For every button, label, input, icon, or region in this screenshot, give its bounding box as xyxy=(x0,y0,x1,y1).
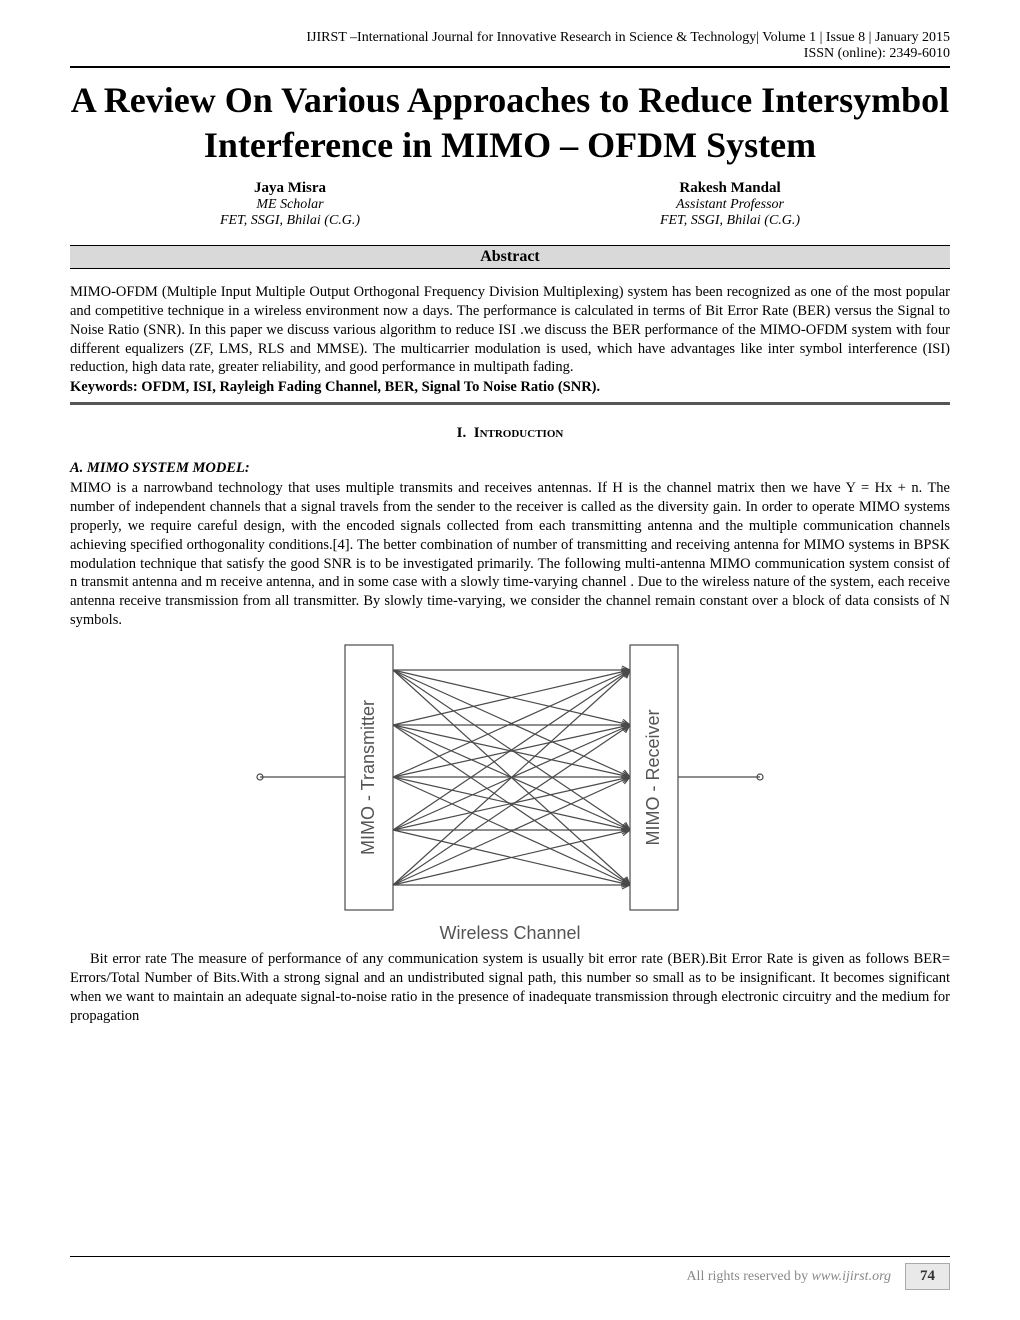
authors-row: Jaya Misra ME Scholar FET, SSGI, Bhilai … xyxy=(70,180,950,229)
abstract-text: MIMO-OFDM (Multiple Input Multiple Outpu… xyxy=(70,283,950,377)
mimo-figure: MIMO - Transmitter MIMO - Receiver Wirele… xyxy=(70,640,950,944)
subsection-a-label: A. MIMO SYSTEM MODEL: xyxy=(70,460,950,477)
page-number: 74 xyxy=(905,1263,950,1290)
header-rule xyxy=(70,66,950,68)
page-footer: All rights reserved by www.ijirst.org 74 xyxy=(70,1256,950,1290)
section-name: Introduction xyxy=(474,425,564,441)
abstract-rule xyxy=(70,402,950,405)
footer-rights: All rights reserved by www.ijirst.org xyxy=(686,1269,891,1285)
footer-site: www.ijirst.org xyxy=(812,1269,891,1284)
svg-text:MIMO - Transmitter: MIMO - Transmitter xyxy=(358,700,378,855)
author-block-2: Rakesh Mandal Assistant Professor FET, S… xyxy=(532,180,928,229)
section-1-heading: I. Introduction xyxy=(70,425,950,442)
keywords-label: Keywords: xyxy=(70,379,141,395)
mimo-diagram-svg: MIMO - Transmitter MIMO - Receiver xyxy=(250,640,770,920)
subsection-a-text: MIMO is a narrowband technology that use… xyxy=(70,479,950,630)
keywords-line: Keywords: OFDM, ISI, Rayleigh Fading Cha… xyxy=(70,379,950,396)
journal-header: IJIRST –International Journal for Innova… xyxy=(70,30,950,46)
svg-text:MIMO - Receiver: MIMO - Receiver xyxy=(643,709,663,845)
ber-paragraph: Bit error rate The measure of performanc… xyxy=(70,950,950,1025)
author-affil: FET, SSGI, Bhilai (C.G.) xyxy=(532,213,928,229)
section-num: I. xyxy=(457,425,467,441)
author-affil: FET, SSGI, Bhilai (C.G.) xyxy=(92,213,488,229)
footer-rights-text: All rights reserved by xyxy=(686,1269,811,1284)
abstract-heading: Abstract xyxy=(70,245,950,269)
keywords-value: OFDM, ISI, Rayleigh Fading Channel, BER,… xyxy=(141,379,600,395)
author-name: Jaya Misra xyxy=(92,180,488,197)
paper-title: A Review On Various Approaches to Reduce… xyxy=(70,78,950,168)
author-name: Rakesh Mandal xyxy=(532,180,928,197)
author-block-1: Jaya Misra ME Scholar FET, SSGI, Bhilai … xyxy=(92,180,488,229)
footer-rule xyxy=(70,1256,950,1257)
figure-caption: Wireless Channel xyxy=(70,923,950,944)
author-role: Assistant Professor xyxy=(532,197,928,213)
issn-header: ISSN (online): 2349-6010 xyxy=(70,46,950,62)
author-role: ME Scholar xyxy=(92,197,488,213)
